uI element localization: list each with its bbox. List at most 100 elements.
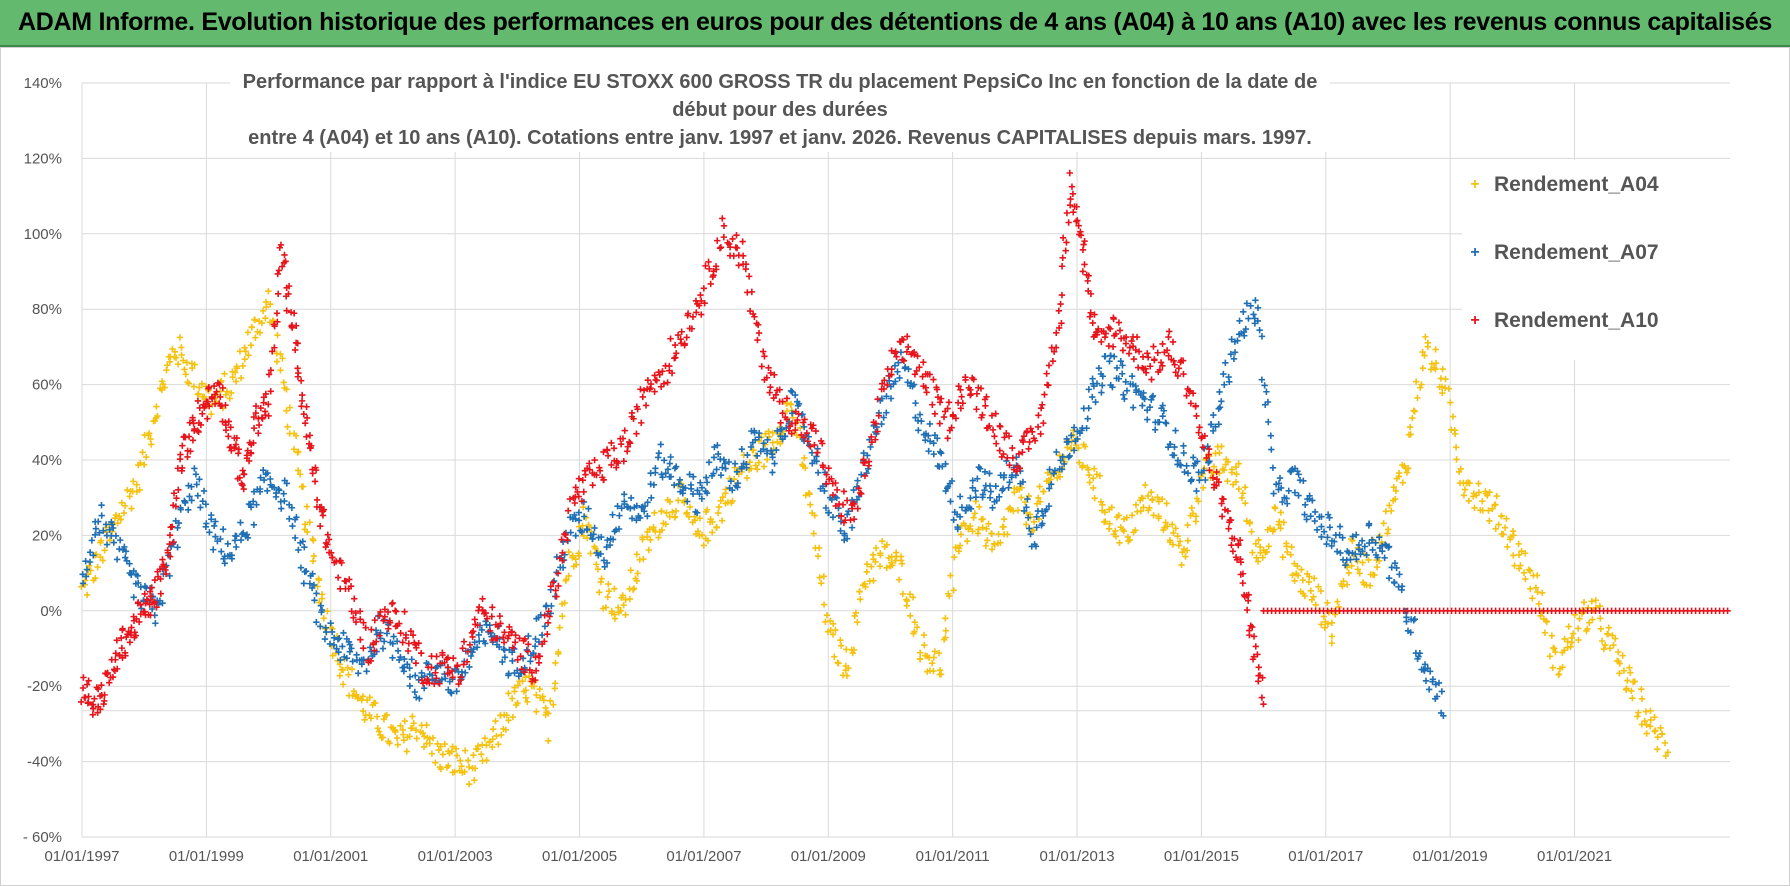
data-point (229, 374, 236, 381)
data-point (1215, 405, 1222, 412)
data-point (112, 532, 120, 540)
data-point (1527, 585, 1534, 593)
data-point (1412, 378, 1420, 385)
data-point (698, 484, 706, 491)
data-point (153, 604, 160, 611)
data-point (664, 379, 671, 386)
data-point (112, 511, 120, 519)
data-point (572, 484, 579, 491)
data-point (666, 460, 673, 467)
data-point (1246, 520, 1253, 527)
data-point (1235, 485, 1243, 493)
data-point (575, 493, 582, 500)
data-point (321, 625, 329, 632)
data-point (989, 504, 996, 512)
data-point (89, 711, 97, 718)
data-point (1301, 592, 1309, 600)
data-point (956, 542, 964, 549)
data-point (854, 477, 861, 484)
data-point (1029, 428, 1036, 436)
data-point (1066, 201, 1074, 209)
data-point (804, 438, 811, 445)
data-point (1658, 730, 1666, 738)
data-point (378, 734, 385, 742)
data-point (347, 582, 355, 590)
data-point (843, 672, 851, 679)
data-point (1040, 488, 1047, 495)
data-point (320, 615, 328, 622)
data-point (281, 251, 288, 259)
data-point (310, 581, 318, 589)
data-point (693, 309, 700, 316)
data-point (761, 353, 768, 360)
data-point (552, 659, 559, 667)
data-point (185, 482, 192, 489)
data-point (675, 497, 682, 504)
data-point (1575, 636, 1582, 644)
data-point (1445, 385, 1452, 392)
data-point (1254, 304, 1262, 311)
data-point (698, 495, 706, 502)
data-point (348, 645, 355, 652)
data-point (1206, 467, 1213, 474)
data-point (273, 358, 281, 365)
data-point (1337, 549, 1344, 557)
data-point (1353, 556, 1360, 563)
data-point (1135, 348, 1143, 355)
data-point (962, 507, 970, 514)
data-point (814, 469, 822, 476)
data-point (1067, 195, 1074, 203)
data-point (1024, 495, 1031, 503)
data-point (406, 664, 413, 672)
data-point (918, 417, 925, 425)
data-point (1172, 525, 1179, 532)
data-point (572, 555, 579, 563)
data-point (614, 459, 622, 467)
data-point (1084, 415, 1091, 422)
data-point (240, 485, 247, 493)
data-point (327, 549, 335, 557)
data-point (1203, 454, 1210, 462)
data-point (816, 574, 823, 581)
data-point (1610, 641, 1617, 649)
data-point (509, 713, 517, 721)
data-point (900, 357, 908, 365)
data-point (172, 354, 180, 361)
data-point (448, 667, 456, 675)
data-point (1479, 497, 1486, 505)
data-point (1195, 498, 1202, 505)
data-point (133, 481, 140, 488)
data-point (1245, 315, 1252, 322)
data-point (279, 355, 286, 362)
data-point (1320, 528, 1328, 535)
data-point (225, 433, 232, 440)
data-point (533, 691, 540, 699)
data-point (1144, 350, 1151, 357)
data-point (206, 529, 213, 536)
data-point (376, 728, 383, 735)
data-point (1624, 677, 1631, 684)
data-point (540, 697, 547, 704)
data-point (1058, 291, 1066, 299)
data-point (428, 750, 436, 757)
data-point (920, 631, 928, 639)
data-point (287, 309, 295, 316)
data-point (239, 362, 247, 370)
data-point (194, 492, 201, 499)
data-point (893, 353, 900, 360)
data-point (905, 365, 912, 373)
data-point (1218, 513, 1226, 520)
data-point (291, 516, 299, 523)
data-point (292, 432, 300, 439)
data-point (420, 684, 428, 692)
data-point (1194, 458, 1201, 465)
data-point (727, 477, 735, 485)
data-point (945, 399, 953, 406)
data-point (1058, 466, 1066, 473)
data-point (559, 549, 566, 557)
data-point (366, 711, 373, 719)
data-point (1156, 366, 1164, 374)
data-point (413, 644, 420, 652)
data-point (316, 523, 324, 530)
data-point (1440, 712, 1447, 720)
